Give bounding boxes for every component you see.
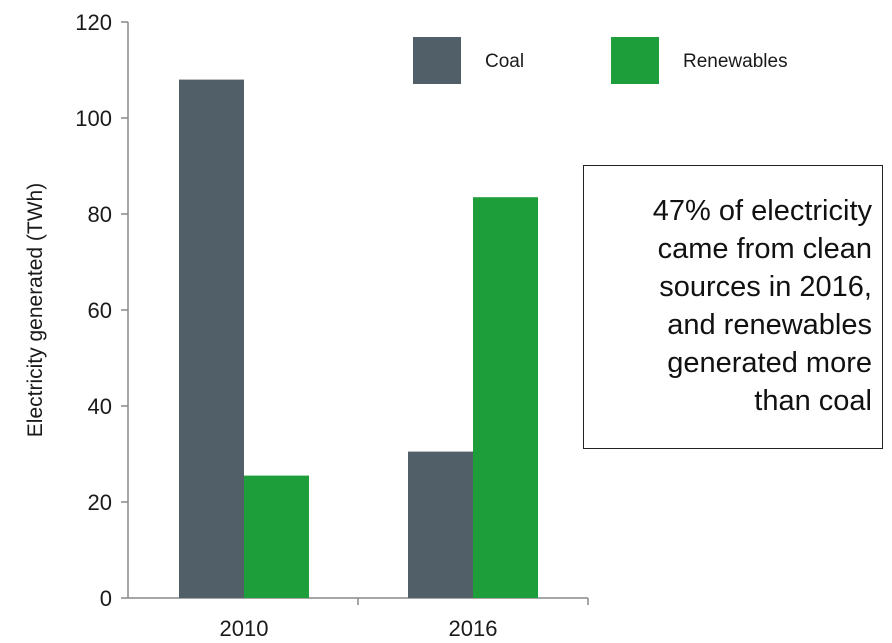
- bar-coal-2010: [179, 79, 244, 599]
- y-tick-label: 120: [75, 10, 112, 35]
- legend-label-coal: Coal: [485, 51, 524, 72]
- y-ticks: 0 20 40 60 80 100 120: [75, 10, 128, 611]
- x-axis: 2010 2016: [128, 597, 589, 641]
- y-tick-label: 80: [88, 202, 112, 227]
- x-tick-label: 2016: [449, 616, 498, 641]
- bar-renewables-2010: [244, 475, 309, 598]
- legend-swatch-coal: [413, 37, 461, 84]
- legend-swatch-renewables: [611, 37, 659, 84]
- y-axis-title: Electricity generated (TWh): [24, 183, 47, 437]
- y-tick-label: 100: [75, 106, 112, 131]
- x-ticks: 2010 2016: [220, 598, 589, 641]
- y-tick-label: 40: [88, 394, 112, 419]
- bar-coal-2016: [408, 451, 473, 598]
- legend: Coal Renewables: [413, 37, 788, 84]
- y-tick-label: 20: [88, 490, 112, 515]
- legend-label-renewables: Renewables: [683, 51, 788, 72]
- annotation-text: 47% of electricity came from clean sourc…: [652, 195, 872, 417]
- y-tick-label: 60: [88, 298, 112, 323]
- annotation-box: 47% of electricity came from clean sourc…: [583, 165, 883, 449]
- x-tick-label: 2010: [220, 616, 269, 641]
- bar-renewables-2016: [473, 197, 538, 598]
- y-axis: 0 20 40 60 80 100 120 Electricity generated (T…: [24, 10, 129, 611]
- y-tick-label: 0: [100, 586, 112, 611]
- bars: [179, 79, 538, 599]
